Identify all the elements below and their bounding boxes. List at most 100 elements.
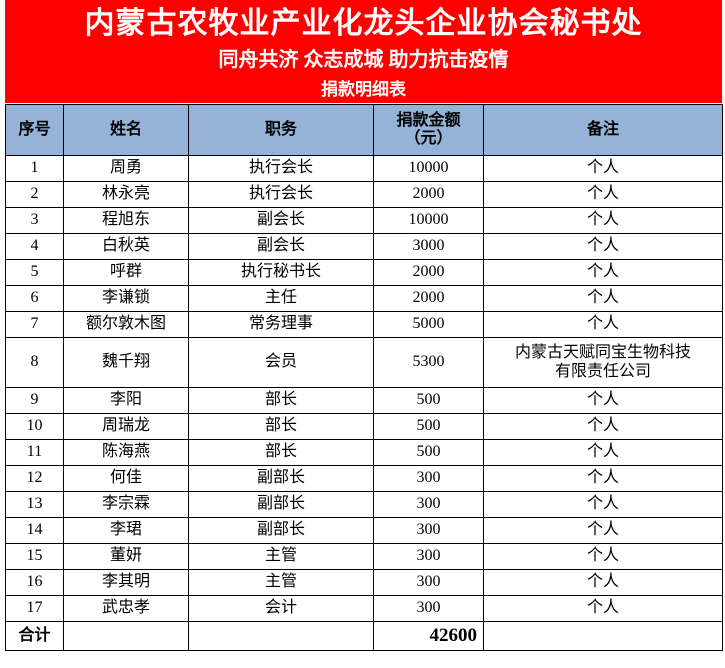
cell-name: 董妍 xyxy=(63,543,189,570)
cell-remark: 个人 xyxy=(483,517,723,544)
cell-no: 11 xyxy=(5,439,64,466)
cell-amount: 2000 xyxy=(373,181,484,208)
cell-name: 李阳 xyxy=(63,387,189,414)
cell-amount: 500 xyxy=(373,387,484,414)
cell-amount: 300 xyxy=(373,595,484,622)
column-header-name-label: 姓名 xyxy=(109,120,142,138)
cell-no: 7 xyxy=(5,311,64,338)
table-row: 3 程旭东 副会长 10000 个人 xyxy=(5,207,723,234)
column-header-remark-label: 备注 xyxy=(586,120,619,138)
banner-subtitle: 同舟共济 众志成城 助力抗击疫情 xyxy=(218,49,509,71)
cell-remark: 个人 xyxy=(483,311,723,338)
cell-position: 部长 xyxy=(188,439,374,466)
cell-name: 呼群 xyxy=(63,259,189,286)
cell-remark: 个人 xyxy=(483,155,723,182)
cell-amount: 2000 xyxy=(373,259,484,286)
cell-no: 3 xyxy=(5,207,64,234)
cell-position: 主管 xyxy=(188,569,374,596)
cell-position: 副部长 xyxy=(188,491,374,518)
table-row: 6 李谦锁 主任 2000 个人 xyxy=(5,285,723,312)
banner: 内蒙古农牧业产业化龙头企业协会秘书处 同舟共济 众志成城 助力抗击疫情 捐款明细… xyxy=(5,0,722,103)
cell-name: 周瑞龙 xyxy=(63,413,189,440)
donation-table-container: 序号 姓名 职务 捐款金额 （元） 备注 xyxy=(5,104,723,651)
cell-amount: 5000 xyxy=(373,311,484,338)
cell-amount: 5300 xyxy=(373,337,484,388)
cell-remark: 个人 xyxy=(483,181,723,208)
cell-name: 陈海燕 xyxy=(63,439,189,466)
cell-remark: 个人 xyxy=(483,413,723,440)
cell-no: 13 xyxy=(5,491,64,518)
cell-remark: 内蒙古天赋同宝生物科技 有限责任公司 xyxy=(483,337,723,388)
cell-position: 部长 xyxy=(188,387,374,414)
column-header-name: 姓名 xyxy=(63,104,189,156)
cell-position: 副部长 xyxy=(188,465,374,492)
donation-table: 序号 姓名 职务 捐款金额 （元） 备注 xyxy=(5,104,723,651)
cell-amount: 10000 xyxy=(373,207,484,234)
cell-no: 5 xyxy=(5,259,64,286)
cell-position: 主任 xyxy=(188,285,374,312)
cell-position: 副会长 xyxy=(188,207,374,234)
cell-remark: 个人 xyxy=(483,439,723,466)
cell-name: 武忠孝 xyxy=(63,595,189,622)
banner-title: 内蒙古农牧业产业化龙头企业协会秘书处 xyxy=(84,7,643,40)
total-remark xyxy=(483,621,723,651)
cell-name: 周勇 xyxy=(63,155,189,182)
column-header-position-label: 职务 xyxy=(264,120,297,138)
cell-no: 1 xyxy=(5,155,64,182)
cell-remark: 个人 xyxy=(483,543,723,570)
cell-amount: 300 xyxy=(373,465,484,492)
cell-amount: 300 xyxy=(373,569,484,596)
cell-no: 4 xyxy=(5,233,64,260)
total-position xyxy=(188,621,374,651)
cell-name: 额尔敦木图 xyxy=(63,311,189,338)
cell-position: 常务理事 xyxy=(188,311,374,338)
cell-name: 白秋英 xyxy=(63,233,189,260)
cell-remark: 个人 xyxy=(483,233,723,260)
cell-remark: 个人 xyxy=(483,207,723,234)
cell-remark: 个人 xyxy=(483,465,723,492)
total-row: 合计 42600 xyxy=(5,621,723,651)
cell-remark: 个人 xyxy=(483,595,723,622)
table-row: 15 董妍 主管 300 个人 xyxy=(5,543,723,570)
cell-no: 8 xyxy=(5,337,64,388)
table-row: 2 林永亮 执行会长 2000 个人 xyxy=(5,181,723,208)
cell-no: 10 xyxy=(5,413,64,440)
table-row: 1 周勇 执行会长 10000 个人 xyxy=(5,155,723,182)
table-row: 14 李珺 副部长 300 个人 xyxy=(5,517,723,544)
table-header: 序号 姓名 职务 捐款金额 （元） 备注 xyxy=(5,104,723,156)
cell-remark: 个人 xyxy=(483,569,723,596)
total-name xyxy=(63,621,189,651)
column-header-remark: 备注 xyxy=(483,104,723,156)
table-row: 5 呼群 执行秘书长 2000 个人 xyxy=(5,259,723,286)
column-header-amount: 捐款金额 （元） xyxy=(373,104,484,156)
table-row: 16 李其明 主管 300 个人 xyxy=(5,569,723,596)
cell-no: 2 xyxy=(5,181,64,208)
column-header-no: 序号 xyxy=(5,104,64,156)
cell-position: 执行秘书长 xyxy=(188,259,374,286)
cell-no: 6 xyxy=(5,285,64,312)
table-footer: 合计 42600 xyxy=(5,621,723,651)
cell-position: 副部长 xyxy=(188,517,374,544)
cell-name: 李谦锁 xyxy=(63,285,189,312)
total-label: 合计 xyxy=(5,621,64,651)
table-row: 7 额尔敦木图 常务理事 5000 个人 xyxy=(5,311,723,338)
cell-position: 部长 xyxy=(188,413,374,440)
cell-no: 15 xyxy=(5,543,64,570)
table-row: 12 何佳 副部长 300 个人 xyxy=(5,465,723,492)
cell-amount: 2000 xyxy=(373,285,484,312)
cell-remark-line1: 内蒙古天赋同宝生物科技 xyxy=(514,344,691,362)
cell-position: 执行会长 xyxy=(188,181,374,208)
table-row: 11 陈海燕 部长 500 个人 xyxy=(5,439,723,466)
cell-remark-line2: 有限责任公司 xyxy=(554,362,651,380)
table-header-row: 序号 姓名 职务 捐款金额 （元） 备注 xyxy=(5,104,723,156)
cell-amount: 300 xyxy=(373,517,484,544)
cell-amount: 300 xyxy=(373,491,484,518)
column-header-no-label: 序号 xyxy=(18,120,51,138)
cell-no: 17 xyxy=(5,595,64,622)
column-header-position: 职务 xyxy=(188,104,374,156)
cell-position: 副会长 xyxy=(188,233,374,260)
cell-amount: 10000 xyxy=(373,155,484,182)
cell-no: 9 xyxy=(5,387,64,414)
total-amount: 42600 xyxy=(373,621,484,651)
